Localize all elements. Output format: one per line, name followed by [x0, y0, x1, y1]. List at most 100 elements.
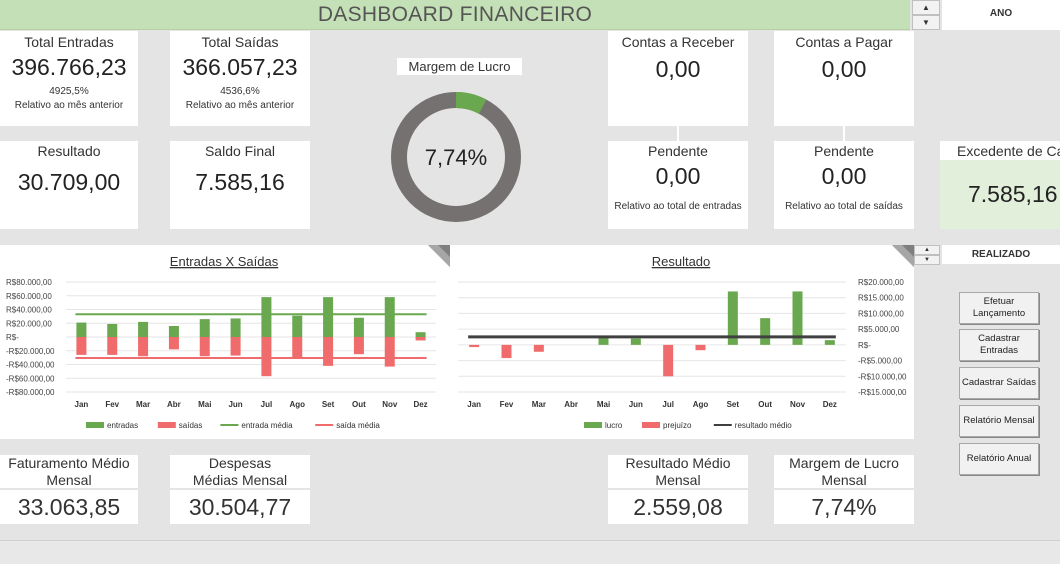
card-pendente-pagar: Pendente 0,00 Relativo ao total de saída…: [774, 141, 914, 229]
card-total-entradas: Total Entradas 396.766,23 4925,5% Relati…: [0, 31, 138, 126]
y-tick-label: R$10.000,00: [858, 309, 904, 318]
card-resultado: Resultado 30.709,00: [0, 141, 138, 229]
bar-prejuízo: [663, 344, 674, 377]
card-note: Relativo ao total de saídas: [785, 201, 903, 212]
margem-label: Margem de Lucro: [397, 58, 522, 75]
bar-entradas: [230, 318, 241, 337]
x-tick-label: Jun: [228, 400, 242, 409]
card-margem-lucro-mensal: Margem de Lucro Mensal 7,74%: [774, 455, 914, 524]
card-note: Relativo ao total de entradas: [614, 201, 742, 212]
bar-lucro: [727, 291, 738, 345]
realizado-field[interactable]: REALIZADO: [942, 245, 1060, 264]
card-note: Relativo ao mês anterior: [185, 100, 295, 111]
legend-swatch: [642, 422, 660, 428]
connector: [677, 126, 679, 141]
x-tick-label: Jul: [662, 400, 674, 409]
year-down-button[interactable]: ▼: [912, 15, 940, 30]
bar-saídas: [292, 337, 303, 359]
bar-entradas: [107, 323, 118, 337]
bar-saídas: [168, 337, 179, 350]
corner-marker: [892, 245, 914, 267]
card-value: 30.709,00: [17, 169, 121, 195]
card-value: 366.057,23: [182, 54, 298, 80]
bar-entradas: [292, 315, 303, 337]
x-tick-label: Set: [322, 400, 335, 409]
card-value: 0,00: [821, 56, 867, 82]
cadastrar-saidas-button[interactable]: Cadastrar Saídas: [959, 367, 1039, 399]
bar-lucro: [792, 291, 803, 345]
realizado-down-button[interactable]: ▼: [914, 255, 940, 265]
year-field[interactable]: ANO: [942, 0, 1060, 30]
card-pendente-receber: Pendente 0,00 Relativo ao total de entra…: [608, 141, 748, 229]
y-tick-label: -R$10.000,00: [858, 372, 907, 381]
bar-entradas: [76, 322, 87, 337]
x-tick-label: Mai: [597, 400, 610, 409]
card-value: 0,00: [655, 163, 701, 189]
relatorio-anual-button[interactable]: Relatório Anual: [959, 443, 1039, 475]
bar-entradas: [415, 332, 426, 337]
y-tick-label: -R$15.000,00: [858, 388, 907, 397]
card-excedente: Excedente de Caixa 7.585,16: [940, 141, 1060, 229]
y-tick-label: -R$5.000,00: [858, 357, 903, 366]
bar-prejuízo: [501, 344, 512, 359]
bar-entradas: [168, 326, 179, 337]
x-tick-label: Nov: [382, 400, 398, 409]
card-value: 2.559,08: [608, 490, 748, 524]
bar-entradas: [384, 297, 395, 337]
card-label: Resultado: [37, 143, 101, 159]
card-value: 0,00: [821, 163, 867, 189]
relatorio-mensal-button[interactable]: Relatório Mensal: [959, 405, 1039, 437]
x-tick-label: Mar: [532, 400, 546, 409]
bar-saídas: [230, 337, 241, 356]
charts-panel: Entradas X Saídas R$80.000,00 R$60.000,00 R…: [0, 245, 914, 439]
bar-entradas: [261, 297, 272, 337]
card-contas-receber: Contas a Receber 0,00: [608, 31, 748, 126]
bar-entradas: [353, 317, 364, 337]
card-label: Despesas Médias Mensal: [170, 455, 310, 488]
x-tick-label: Set: [727, 400, 740, 409]
cadastrar-entradas-button[interactable]: Cadastrar Entradas: [959, 329, 1039, 361]
bar-entradas: [138, 321, 149, 337]
bar-prejuízo: [695, 344, 706, 351]
legend-swatch: [86, 422, 104, 428]
y-tick-label: R$20.000,00: [858, 278, 904, 287]
x-tick-label: Abr: [564, 400, 578, 409]
legend-swatch: [584, 422, 602, 428]
card-value: 7.585,16: [195, 169, 285, 195]
connector: [843, 126, 845, 141]
card-value: 396.766,23: [11, 54, 127, 80]
y-tick-label: R$60.000,00: [6, 292, 52, 301]
resultado-chart: Resultado R$20.000,00 R$15.000,00 R$10.000,…: [458, 245, 914, 430]
card-label: Contas a Pagar: [795, 34, 893, 50]
card-contas-pagar: Contas a Pagar 0,00: [774, 31, 914, 126]
bar-saídas: [353, 337, 364, 355]
card-faturamento-medio: Faturamento Médio Mensal 33.063,85: [0, 455, 138, 524]
card-total-saidas: Total Saídas 366.057,23 4536,6% Relativo…: [170, 31, 310, 126]
bar-entradas: [199, 319, 210, 337]
realizado-up-button[interactable]: ▲: [914, 245, 940, 255]
bar-saídas: [76, 337, 87, 355]
card-saldo-final: Saldo Final 7.585,16: [170, 141, 310, 229]
x-tick-label: Dez: [823, 400, 837, 409]
legend-label: entradas: [107, 421, 138, 430]
y-tick-label: R$5.000,00: [858, 325, 900, 334]
card-resultado-medio: Resultado Médio Mensal 2.559,08: [608, 455, 748, 524]
card-label: Contas a Receber: [621, 34, 735, 50]
efetuar-lancamento-button[interactable]: Efetuar Lançamento: [959, 292, 1039, 324]
bar-lucro: [760, 318, 771, 345]
x-tick-label: Jan: [467, 400, 481, 409]
legend-label: lucro: [605, 421, 623, 430]
y-tick-label: R$40.000,00: [6, 306, 52, 315]
card-label: Total Entradas: [24, 34, 114, 50]
year-up-button[interactable]: ▲: [912, 0, 940, 15]
x-tick-label: Fev: [500, 400, 514, 409]
bar-saídas: [261, 337, 272, 377]
card-value: 7.585,16: [940, 160, 1060, 229]
legend-label: prejuízo: [663, 421, 692, 430]
y-tick-label: R$80.000,00: [6, 278, 52, 287]
page-title: DASHBOARD FINANCEIRO: [0, 0, 910, 30]
y-tick-label: R$-: [6, 333, 19, 342]
bar-lucro: [630, 338, 641, 345]
x-tick-label: Fev: [105, 400, 119, 409]
legend-label: saídas: [179, 421, 203, 430]
